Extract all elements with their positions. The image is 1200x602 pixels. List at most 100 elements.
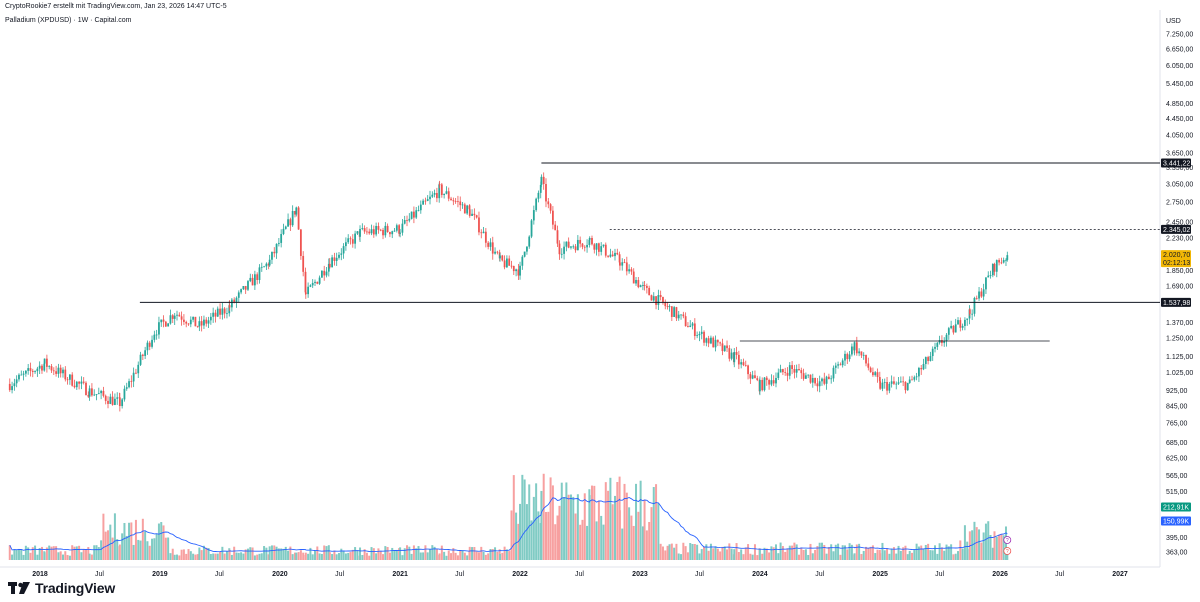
time-tick-label: 2018 bbox=[32, 571, 48, 578]
volume-bar bbox=[597, 500, 600, 560]
price-tick-label: 3.650,00 bbox=[1166, 150, 1193, 157]
volume-bar bbox=[586, 525, 589, 560]
volume-ma-path bbox=[9, 497, 1008, 553]
current-price-countdown: 02:12:13 bbox=[1163, 260, 1190, 267]
price-tick-label: 2.230,00 bbox=[1166, 236, 1193, 243]
volume-bar bbox=[251, 547, 254, 560]
candle-body bbox=[321, 270, 323, 278]
candle-body bbox=[682, 314, 685, 317]
volume-bar bbox=[793, 542, 796, 560]
candle-body bbox=[309, 285, 312, 287]
price-tick-label: 4.450,00 bbox=[1166, 116, 1193, 123]
volume-bar bbox=[157, 523, 160, 560]
candle-body bbox=[34, 371, 36, 373]
candle-body bbox=[975, 297, 978, 299]
volume-bar bbox=[386, 546, 389, 560]
candle-body bbox=[55, 371, 57, 374]
volume-bar bbox=[643, 499, 646, 560]
candle-body bbox=[443, 193, 446, 196]
candle-body bbox=[20, 374, 23, 376]
price-tick-label: 6.650,00 bbox=[1166, 46, 1193, 53]
volume-bar bbox=[850, 544, 853, 560]
price-axis-ticks[interactable]: 7.250,00 6.650,00 6.050,00 5.450,00 4.850,00… bbox=[1166, 32, 1193, 557]
candle-body bbox=[459, 201, 462, 206]
candle-body bbox=[219, 308, 221, 315]
volume-bar bbox=[422, 552, 425, 560]
volume-marker-up-text: ? bbox=[1006, 538, 1009, 544]
candle-body bbox=[183, 319, 185, 322]
volume-bar bbox=[171, 548, 174, 560]
horizontal-levels[interactable] bbox=[139, 162, 1160, 342]
volume-bar bbox=[477, 552, 480, 560]
volume-bar bbox=[440, 545, 443, 560]
volume-bar bbox=[906, 554, 909, 560]
candle-body bbox=[572, 246, 575, 248]
price-tick-label: 4.050,00 bbox=[1166, 132, 1193, 139]
candle-body bbox=[87, 395, 90, 397]
volume-bar bbox=[602, 524, 605, 560]
candle-body bbox=[635, 280, 637, 284]
tradingview-logo[interactable]: TradingView bbox=[8, 580, 115, 596]
volume-bar bbox=[637, 511, 640, 560]
candle-body bbox=[121, 399, 124, 407]
candle-body bbox=[447, 191, 450, 199]
volume-bar bbox=[452, 548, 455, 560]
candle-body bbox=[331, 257, 333, 268]
level-price-tag-bg bbox=[1161, 224, 1191, 234]
volume-bar bbox=[940, 547, 943, 560]
volume-bar bbox=[395, 549, 398, 560]
volume-bar bbox=[307, 553, 310, 560]
volume-bar bbox=[639, 480, 642, 560]
candle-body bbox=[985, 277, 987, 290]
candle-body bbox=[556, 230, 559, 244]
time-axis-ticks[interactable]: 2018 Jul 2019 Jul 2020 Jul 2021 Jul 2022 Jul 2023 J… bbox=[32, 571, 1128, 578]
candle-body bbox=[237, 292, 240, 298]
price-tick-label: 5.450,00 bbox=[1166, 81, 1193, 88]
candle-body bbox=[943, 341, 946, 344]
volume-bar bbox=[164, 537, 167, 560]
volume-bar bbox=[295, 552, 298, 560]
volume-bar bbox=[668, 544, 671, 560]
volume-bar bbox=[862, 550, 865, 560]
volume-bar bbox=[356, 551, 359, 560]
candle-body bbox=[13, 383, 16, 387]
candle-body bbox=[902, 381, 905, 383]
volume-bar bbox=[753, 544, 756, 560]
candle-body bbox=[118, 397, 121, 407]
candle-body bbox=[993, 263, 996, 272]
candle-body bbox=[258, 267, 261, 280]
candle-body bbox=[398, 225, 401, 234]
volume-bar bbox=[521, 474, 524, 560]
candle-body bbox=[846, 353, 849, 360]
time-tick-label: Jul bbox=[815, 571, 824, 578]
candle-body bbox=[756, 378, 759, 381]
price-axis-tags: 3.441,22 2.345,02 1.537,98 2.020,7002:12:13… bbox=[1003, 158, 1191, 555]
candle-body bbox=[205, 319, 208, 324]
volume-bar bbox=[1000, 534, 1003, 560]
candle-body bbox=[356, 231, 359, 234]
volume-bar bbox=[17, 548, 20, 560]
candle-body bbox=[675, 307, 678, 319]
volume-bar bbox=[554, 524, 557, 560]
volume-bar bbox=[244, 549, 247, 560]
volume-bar bbox=[936, 553, 939, 560]
volume-bar bbox=[934, 545, 937, 560]
volume-bar bbox=[491, 549, 494, 560]
volume-bar bbox=[388, 552, 391, 560]
candle-body bbox=[436, 193, 438, 199]
candle-body bbox=[287, 219, 289, 227]
volume-bar bbox=[714, 546, 717, 560]
price-tick-label: 1.370,00 bbox=[1166, 320, 1193, 327]
candle-body bbox=[689, 325, 692, 328]
candle-body bbox=[655, 296, 657, 305]
volume-bar bbox=[169, 553, 172, 560]
volume-bar bbox=[38, 547, 41, 560]
candle-body bbox=[230, 299, 233, 308]
candle-body bbox=[349, 238, 352, 240]
volume-bar bbox=[13, 549, 16, 560]
candle-body bbox=[723, 345, 726, 352]
candle-body bbox=[832, 367, 835, 379]
volume-bar bbox=[987, 521, 990, 560]
candle-body bbox=[938, 340, 941, 343]
